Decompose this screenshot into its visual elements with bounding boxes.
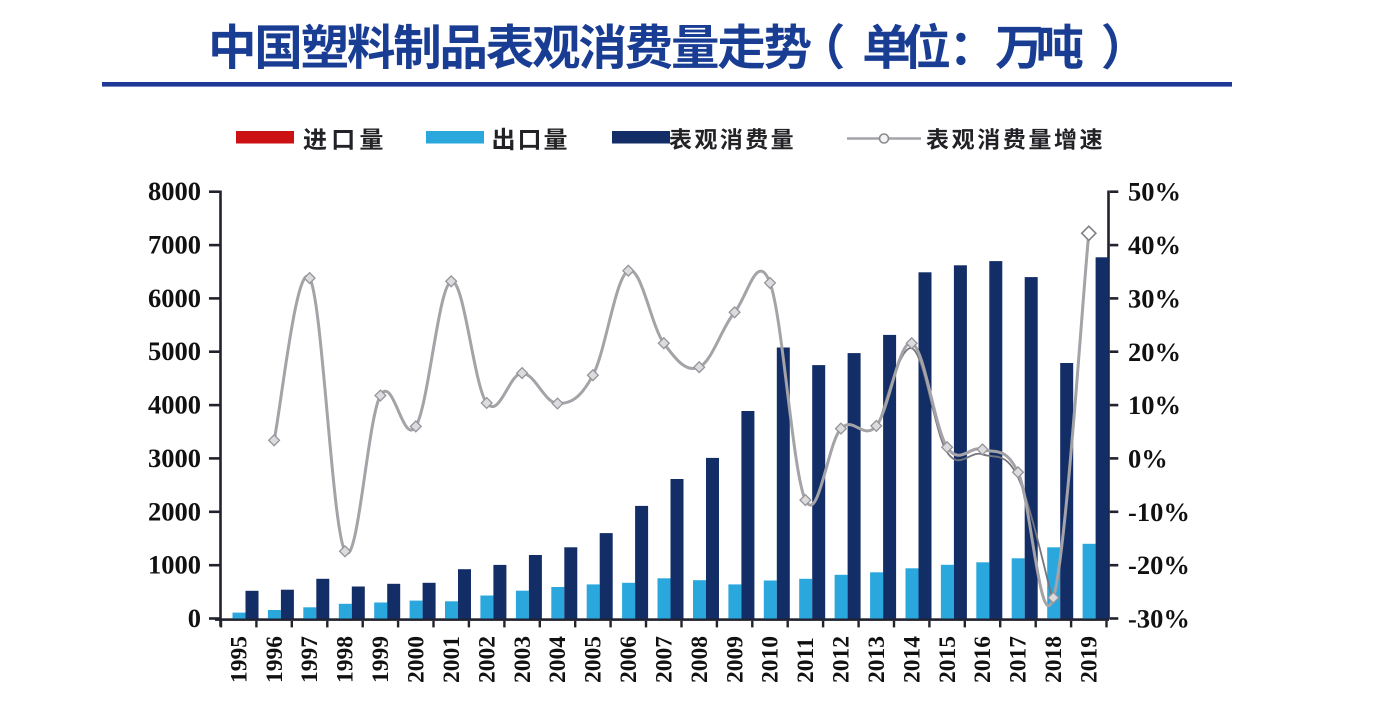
svg-text:2014: 2014 [899,636,925,683]
svg-text:6000: 6000 [148,283,201,313]
svg-text:1995: 1995 [226,636,252,683]
svg-text:2011: 2011 [793,637,819,683]
svg-text:1998: 1998 [333,636,359,683]
svg-text:3000: 3000 [148,443,201,473]
svg-text:2004: 2004 [545,636,571,683]
svg-text:2005: 2005 [581,636,607,683]
svg-text:2002: 2002 [474,636,500,683]
svg-text:2006: 2006 [616,636,642,683]
svg-text:30%: 30% [1128,283,1181,313]
svg-text:2003: 2003 [510,636,536,683]
svg-text:2017: 2017 [1006,636,1032,683]
svg-text:2018: 2018 [1041,636,1067,683]
svg-text:2016: 2016 [970,636,996,683]
svg-text:40%: 40% [1128,230,1181,260]
svg-text:4000: 4000 [148,390,201,420]
svg-text:2008: 2008 [687,636,713,683]
svg-text:0%: 0% [1128,443,1168,473]
svg-text:2015: 2015 [935,636,961,683]
svg-text:2009: 2009 [722,636,748,683]
svg-text:2001: 2001 [439,636,465,683]
svg-text:7000: 7000 [148,230,201,260]
svg-text:-20%: -20% [1128,550,1190,580]
svg-text:2019: 2019 [1077,636,1103,683]
svg-text:0: 0 [188,603,201,633]
svg-text:2010: 2010 [758,636,784,683]
svg-text:10%: 10% [1128,390,1181,420]
svg-text:2012: 2012 [829,636,855,683]
svg-text:50%: 50% [1128,177,1181,207]
svg-text:1000: 1000 [148,550,201,580]
svg-text:8000: 8000 [148,176,201,206]
svg-text:-10%: -10% [1128,497,1190,527]
svg-text:20%: 20% [1128,337,1181,367]
svg-text:1996: 1996 [262,636,288,683]
svg-text:5000: 5000 [148,336,201,366]
svg-text:2007: 2007 [652,636,678,683]
svg-text:1999: 1999 [368,636,394,683]
svg-text:1997: 1997 [297,636,323,683]
svg-text:-30%: -30% [1128,604,1190,634]
svg-text:2000: 2000 [148,496,201,526]
svg-text:2000: 2000 [404,636,430,683]
svg-text:2013: 2013 [864,636,890,683]
